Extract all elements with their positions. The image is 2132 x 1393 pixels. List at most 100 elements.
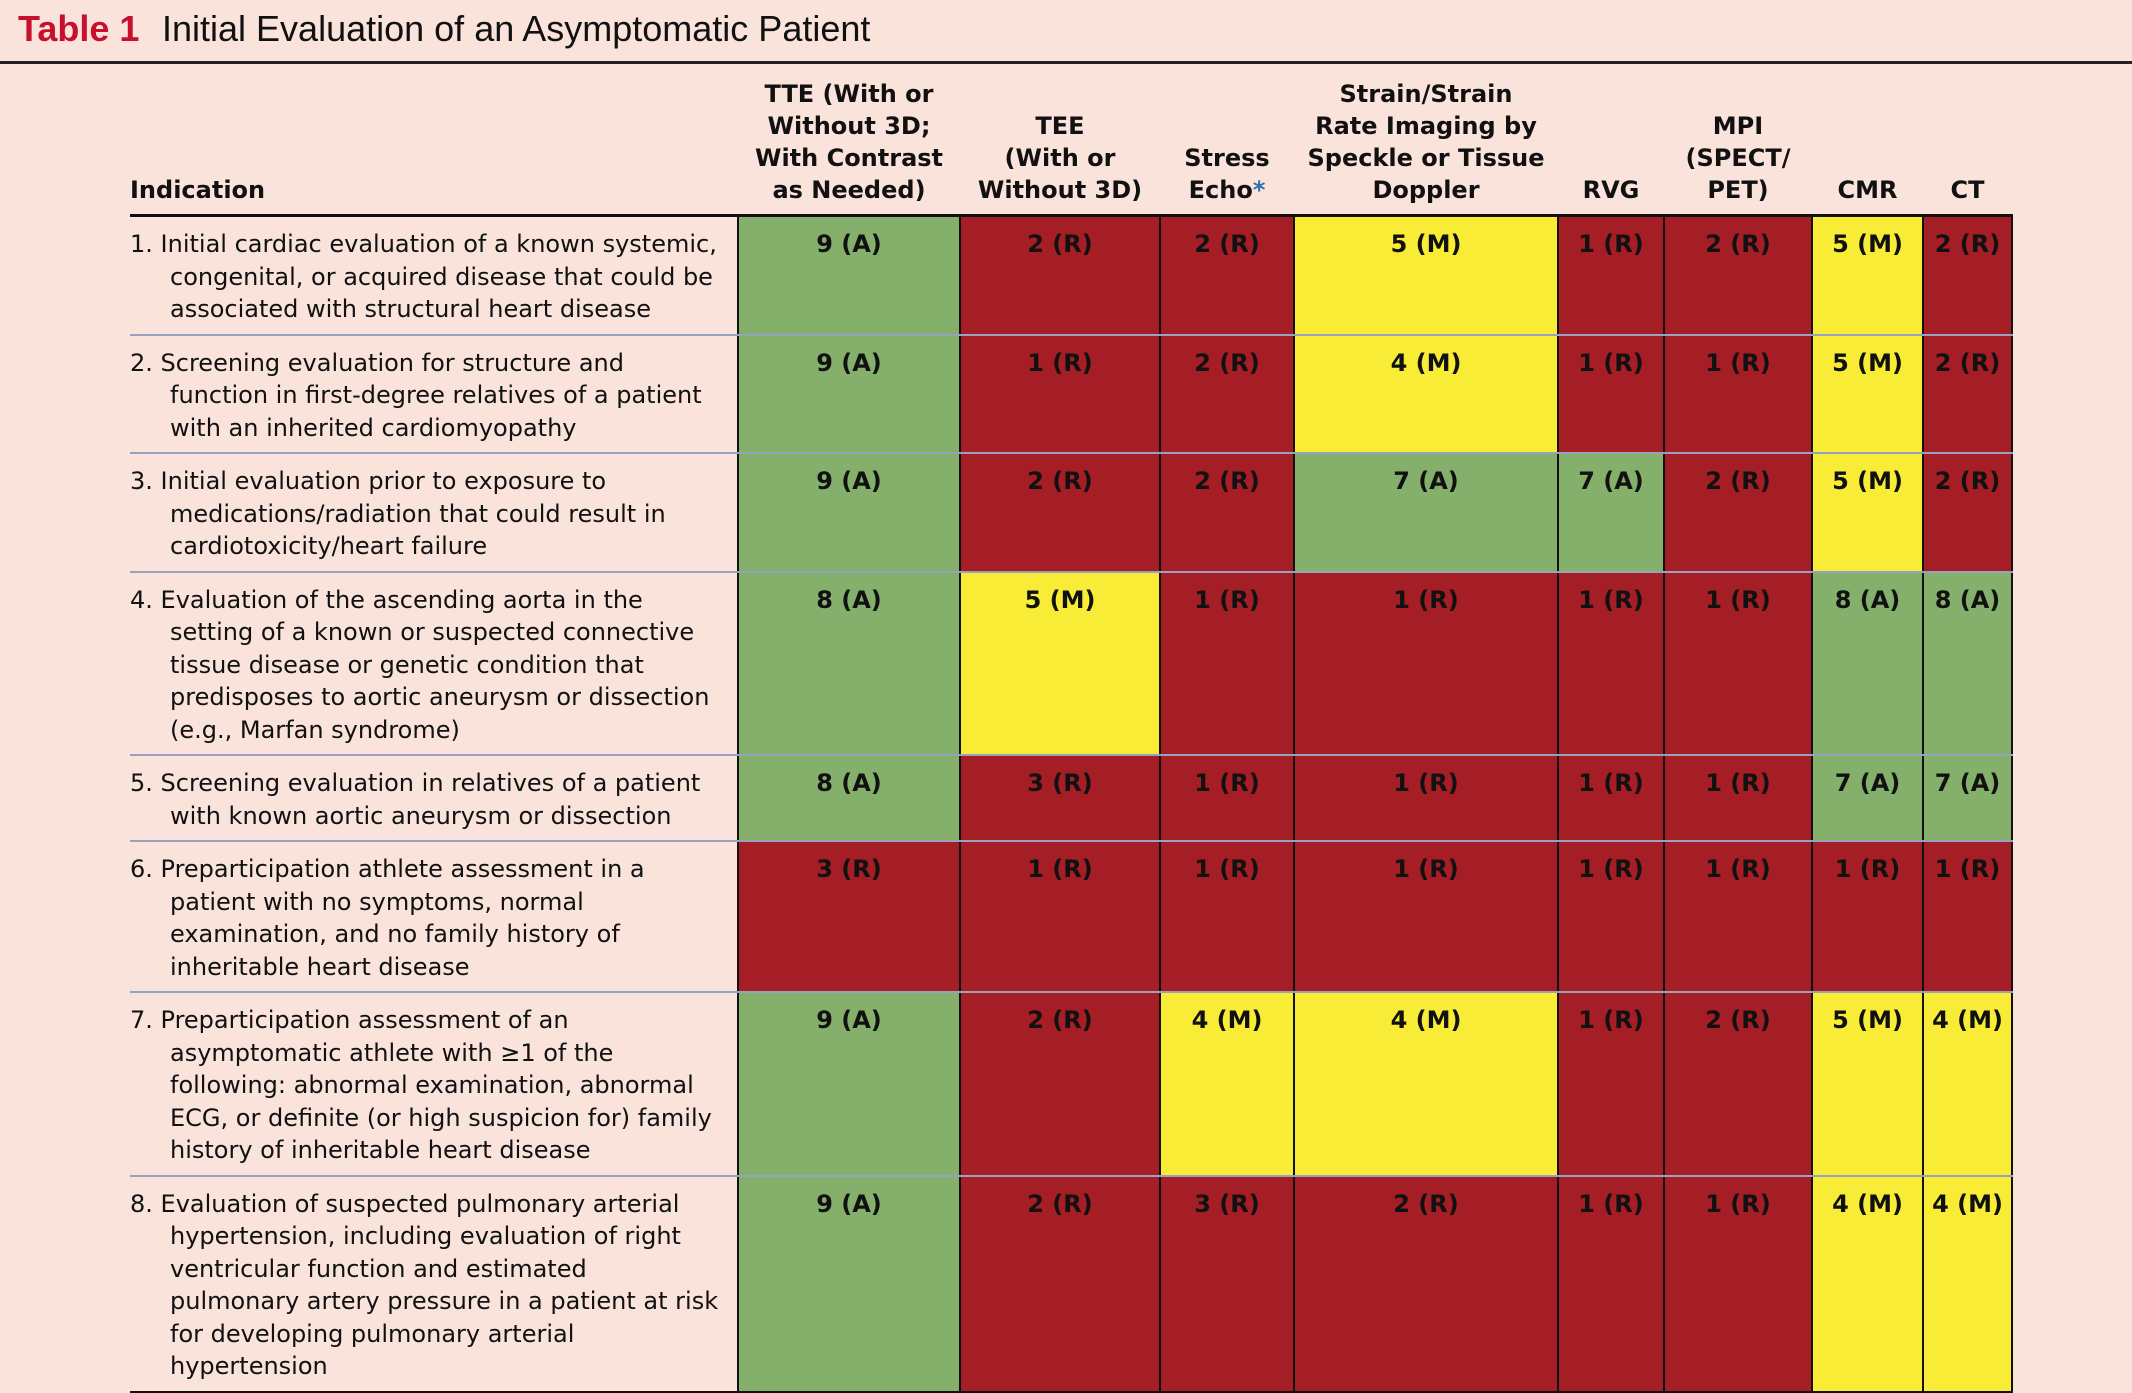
rating-cell: 9 (A) bbox=[737, 1175, 960, 1393]
table-number-label: Table 1 bbox=[18, 8, 140, 49]
header-tte-line: Without 3D; bbox=[767, 112, 931, 140]
rating-cell: 1 (R) bbox=[1293, 841, 1558, 993]
rating-cell: 9 (A) bbox=[737, 992, 960, 1177]
table-row: 5. Screening evaluation in relatives of … bbox=[130, 755, 2013, 842]
rating-cell: 1 (R) bbox=[1663, 571, 1812, 756]
table-title-bar: Table 1 Initial Evaluation of an Asympto… bbox=[0, 0, 2132, 64]
header-tte-line: as Needed) bbox=[772, 176, 926, 204]
header-strain-line: Speckle or Tissue bbox=[1307, 144, 1545, 172]
rating-cell: 1 (R) bbox=[1663, 841, 1812, 993]
table-row: 8. Evaluation of suspected pulmonary art… bbox=[130, 1175, 2013, 1393]
header-tee-line: TEE bbox=[1035, 112, 1085, 140]
rating-cell: 5 (M) bbox=[959, 571, 1160, 756]
rating-cell: 7 (A) bbox=[1811, 755, 1923, 842]
indication-cell: 3. Initial evaluation prior to exposure … bbox=[130, 453, 738, 573]
rating-cell: 1 (R) bbox=[1557, 571, 1664, 756]
rating-cell: 3 (R) bbox=[959, 755, 1160, 842]
header-stress-echo-label: Echo bbox=[1188, 176, 1253, 204]
rating-cell: 7 (A) bbox=[1557, 453, 1664, 573]
indication-text: 4. Evaluation of the ascending aorta in … bbox=[130, 585, 710, 744]
rating-cell: 5 (M) bbox=[1811, 453, 1923, 573]
header-mpi-line: PET) bbox=[1707, 176, 1769, 204]
indication-text: 2. Screening evaluation for structure an… bbox=[130, 348, 702, 442]
header-mpi-line: (SPECT/ bbox=[1685, 144, 1791, 172]
rating-cell: 1 (R) bbox=[1922, 841, 2013, 993]
rating-cell: 4 (M) bbox=[1159, 992, 1294, 1177]
header-tte-line: With Contrast bbox=[754, 144, 944, 172]
header-strain-line: Strain/Strain bbox=[1339, 80, 1513, 108]
header-tte: TTE (With or Without 3D; With Contrast a… bbox=[738, 78, 960, 217]
rating-cell: 1 (R) bbox=[1557, 215, 1664, 336]
indication-cell: 4. Evaluation of the ascending aorta in … bbox=[130, 571, 738, 756]
rating-cell: 1 (R) bbox=[1557, 755, 1664, 842]
rating-cell: 5 (M) bbox=[1811, 992, 1923, 1177]
header-tte-line: TTE (With or bbox=[764, 80, 934, 108]
rating-cell: 1 (R) bbox=[1663, 334, 1812, 454]
rating-cell: 9 (A) bbox=[737, 453, 960, 573]
indication-text: 1. Initial cardiac evaluation of a known… bbox=[130, 230, 717, 323]
rating-cell: 1 (R) bbox=[1159, 841, 1294, 993]
header-tee: TEE (With or Without 3D) bbox=[960, 78, 1160, 217]
rating-cell: 1 (R) bbox=[959, 334, 1160, 454]
rating-cell: 2 (R) bbox=[959, 992, 1160, 1177]
rating-cell: 2 (R) bbox=[1922, 453, 2013, 573]
header-tee-line: (With or bbox=[1004, 144, 1116, 172]
rating-cell: 1 (R) bbox=[1293, 571, 1558, 756]
table-row: 6. Preparticipation athlete assessment i… bbox=[130, 841, 2013, 993]
rating-cell: 1 (R) bbox=[1663, 755, 1812, 842]
rating-cell: 2 (R) bbox=[1159, 453, 1294, 573]
rating-cell: 1 (R) bbox=[1293, 755, 1558, 842]
header-mpi-line: MPI bbox=[1712, 112, 1764, 140]
rating-cell: 8 (A) bbox=[737, 571, 960, 756]
header-stress-echo: Stress Echo* bbox=[1160, 78, 1294, 217]
rating-cell: 1 (R) bbox=[1557, 841, 1664, 993]
header-cmr: CMR bbox=[1812, 78, 1923, 217]
table-row: 4. Evaluation of the ascending aorta in … bbox=[130, 571, 2013, 756]
rating-cell: 4 (M) bbox=[1922, 992, 2013, 1177]
table-row: 7. Preparticipation assessment of an asy… bbox=[130, 992, 2013, 1177]
table-body: 1. Initial cardiac evaluation of a known… bbox=[130, 215, 2013, 1393]
indication-cell: 7. Preparticipation assessment of an asy… bbox=[130, 992, 738, 1177]
rating-cell: 2 (R) bbox=[1922, 215, 2013, 336]
indication-cell: 6. Preparticipation athlete assessment i… bbox=[130, 841, 738, 993]
rating-cell: 2 (R) bbox=[1663, 992, 1812, 1177]
rating-cell: 1 (R) bbox=[959, 841, 1160, 993]
rating-cell: 4 (M) bbox=[1293, 334, 1558, 454]
rating-cell: 1 (R) bbox=[1159, 571, 1294, 756]
rating-cell: 2 (R) bbox=[959, 215, 1160, 336]
rating-cell: 3 (R) bbox=[737, 841, 960, 993]
header-strain-line: Rate Imaging by bbox=[1315, 112, 1537, 140]
rating-cell: 8 (A) bbox=[737, 755, 960, 842]
header-rvg: RVG bbox=[1558, 78, 1664, 217]
evaluation-table: Indication TTE (With or Without 3D; With… bbox=[130, 78, 2013, 1393]
rating-cell: 7 (A) bbox=[1922, 755, 2013, 842]
rating-cell: 2 (R) bbox=[1159, 215, 1294, 336]
indication-text: 6. Preparticipation athlete assessment i… bbox=[130, 855, 645, 981]
rating-cell: 1 (R) bbox=[1557, 992, 1664, 1177]
rating-cell: 1 (R) bbox=[1557, 334, 1664, 454]
header-mpi: MPI (SPECT/ PET) bbox=[1664, 78, 1812, 217]
header-strain: Strain/Strain Rate Imaging by Speckle or… bbox=[1294, 78, 1558, 217]
rating-cell: 8 (A) bbox=[1922, 571, 2013, 756]
rating-cell: 5 (M) bbox=[1811, 215, 1923, 336]
rating-cell: 2 (R) bbox=[1663, 453, 1812, 573]
rating-cell: 4 (M) bbox=[1922, 1175, 2013, 1393]
rating-cell: 1 (R) bbox=[1557, 1175, 1664, 1393]
indication-cell: 5. Screening evaluation in relatives of … bbox=[130, 755, 738, 842]
header-tee-line: Without 3D) bbox=[977, 176, 1143, 204]
rating-cell: 9 (A) bbox=[737, 334, 960, 454]
header-ct: CT bbox=[1923, 78, 2012, 217]
rating-cell: 5 (M) bbox=[1811, 334, 1923, 454]
rating-cell: 2 (R) bbox=[1663, 215, 1812, 336]
rating-cell: 1 (R) bbox=[1811, 841, 1923, 993]
table-row: 3. Initial evaluation prior to exposure … bbox=[130, 453, 2013, 573]
rating-cell: 2 (R) bbox=[1159, 334, 1294, 454]
header-strain-line: Doppler bbox=[1372, 176, 1480, 204]
rating-cell: 5 (M) bbox=[1293, 215, 1558, 336]
rating-cell: 2 (R) bbox=[959, 453, 1160, 573]
rating-cell: 2 (R) bbox=[1293, 1175, 1558, 1393]
footnote-asterisk[interactable]: * bbox=[1252, 176, 1266, 204]
header-row: Indication TTE (With or Without 3D; With… bbox=[130, 78, 2012, 217]
header-indication: Indication bbox=[130, 78, 738, 217]
indication-text: 5. Screening evaluation in relatives of … bbox=[130, 769, 701, 830]
